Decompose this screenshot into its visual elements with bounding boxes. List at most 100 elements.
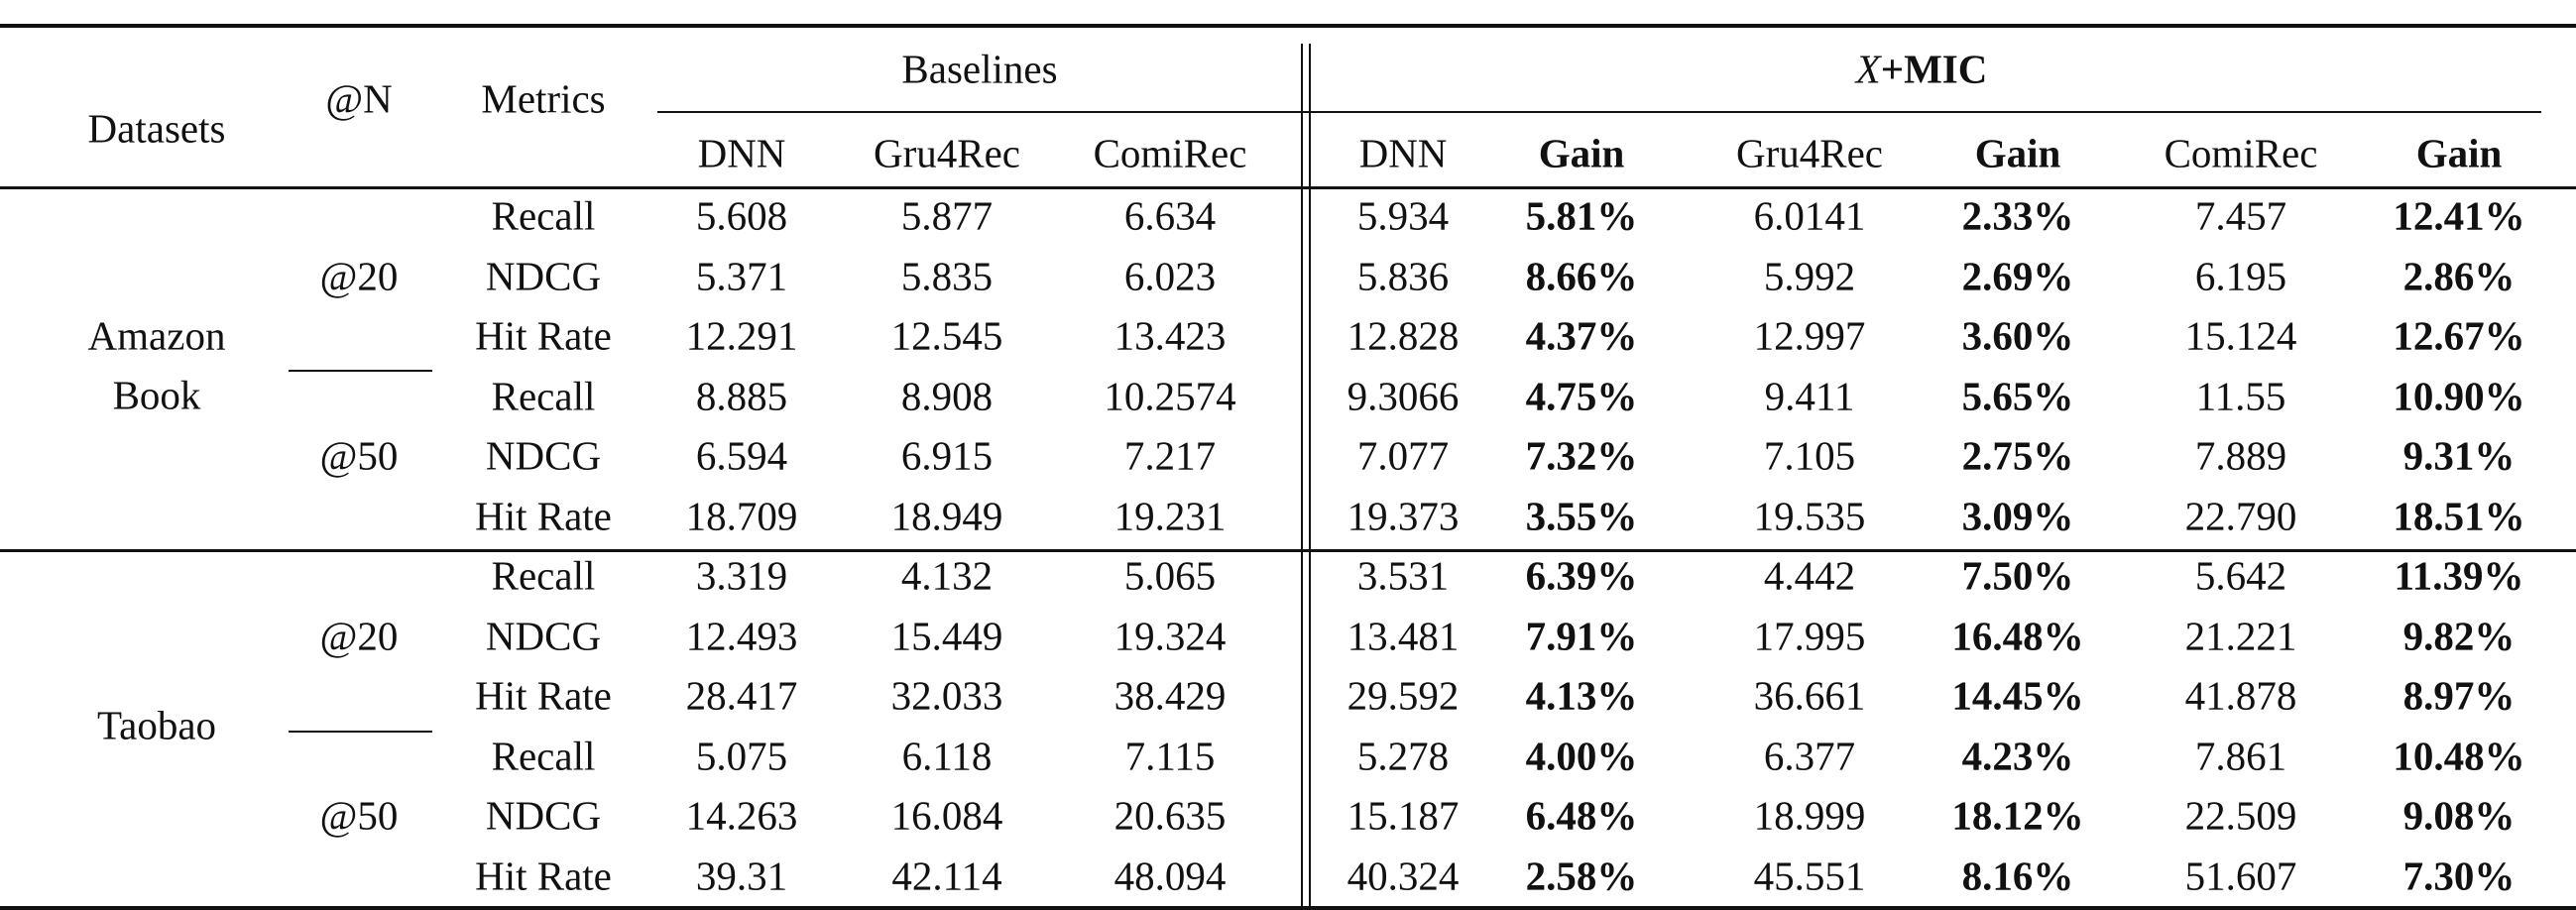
gain-cell: 14.45% [1951,672,2084,719]
value-cell: 14.263 [685,792,798,839]
n-divider-amazon [289,370,432,372]
value-cell: 7.457 [2194,192,2287,239]
value-cell: 40.324 [1347,853,1460,898]
value-cell: 12.493 [685,613,798,658]
gain-cell: 6.39% [1525,552,1638,599]
value-cell: 6.195 [2194,253,2287,298]
gain-cell: 9.82% [2402,613,2516,658]
value-cell: 5.075 [695,733,788,778]
dataset-label: Book [112,372,201,418]
value-cell: 41.878 [2184,672,2297,719]
value-cell: 7.077 [1356,432,1450,479]
gain-cell: 5.81% [1525,192,1638,239]
value-cell: 12.545 [890,312,1003,359]
value-cell: 15.187 [1347,792,1460,839]
at-n-label: @20 [319,253,399,298]
value-cell: 6.915 [900,432,994,479]
value-cell: 6.118 [901,733,993,778]
value-cell: 13.423 [1113,312,1227,359]
dataset-divider-rule [0,549,2576,552]
gain-cell: 8.97% [2402,672,2516,719]
gain-cell: 7.32% [1525,432,1638,479]
value-cell: 39.31 [695,853,788,898]
value-cell: 5.065 [1123,552,1217,599]
gain-cell: 10.90% [2393,373,2525,418]
value-cell: 15.449 [890,613,1003,658]
value-cell: 22.509 [2184,792,2297,839]
gain-cell: 9.31% [2402,432,2516,479]
gain-cell: 2.75% [1961,432,2074,479]
value-cell: 8.885 [695,373,788,418]
value-cell: 7.861 [2194,733,2287,778]
metric-label: Recall [491,192,596,239]
comirec-col-header: ComiRec [2164,130,2318,176]
value-cell: 48.094 [1113,853,1227,898]
dnn-col-header: DNN [1358,130,1448,176]
value-cell: 51.607 [2184,853,2297,898]
value-cell: 6.0141 [1753,192,1866,239]
gain-cell: 2.33% [1961,192,2074,239]
gain-cell: 16.48% [1951,613,2084,658]
value-cell: 9.411 [1764,373,1855,418]
gain-cell: 2.58% [1525,853,1638,898]
gain-cell: 7.30% [2402,853,2516,898]
value-cell: 9.3066 [1347,373,1460,418]
value-cell: 18.949 [890,493,1003,538]
gain-col-header: Gain [2415,130,2503,176]
dnn-col-header: DNN [697,130,786,176]
value-cell: 18.999 [1753,792,1866,839]
group-header-rule [657,111,2541,113]
gain-cell: 3.60% [1961,312,2074,359]
value-cell: 18.709 [685,493,798,538]
value-cell: 19.373 [1347,493,1460,538]
value-cell: 19.324 [1113,613,1227,658]
metric-label: NDCG [485,613,602,658]
value-cell: 32.033 [890,672,1003,719]
gain-cell: 2.69% [1961,253,2074,298]
double-bar-left [1301,44,1303,910]
value-cell: 5.608 [695,192,788,239]
value-cell: 5.278 [1356,733,1450,778]
metric-label: Hit Rate [475,312,612,359]
metric-label: NDCG [485,792,602,839]
value-cell: 5.371 [695,253,788,298]
n-divider-taobao [289,731,432,733]
metric-label: NDCG [485,253,602,298]
value-cell: 7.217 [1123,432,1217,479]
gain-cell: 3.55% [1525,493,1638,538]
gain-cell: 10.48% [2393,733,2525,778]
gain-cell: 7.50% [1961,552,2074,599]
dataset-label: Taobao [96,702,217,748]
xmic-header: X+MIC [1856,49,1988,90]
value-cell: 6.023 [1123,253,1217,298]
value-cell: 17.995 [1753,613,1866,658]
value-cell: 29.592 [1347,672,1460,719]
gru4rec-col-header: Gru4Rec [1735,130,1884,176]
gain-cell: 3.09% [1961,493,2074,538]
value-cell: 6.594 [695,432,788,479]
value-cell: 36.661 [1753,672,1866,719]
dataset-label: Amazon [87,312,226,359]
gain-cell: 6.48% [1525,792,1638,839]
value-cell: 12.997 [1753,312,1866,359]
gain-cell: 12.67% [2393,312,2525,359]
value-cell: 45.551 [1753,853,1866,898]
gain-cell: 8.16% [1961,853,2074,898]
gain-cell: 18.51% [2393,493,2525,538]
at-n-label: @50 [319,432,399,479]
value-cell: 20.635 [1113,792,1227,839]
metric-label: Hit Rate [475,493,612,538]
value-cell: 7.889 [2194,432,2287,479]
value-cell: 10.2574 [1104,373,1236,418]
value-cell: 22.790 [2184,493,2297,538]
metric-label: Recall [491,373,596,418]
value-cell: 3.319 [695,552,788,599]
value-cell: 8.908 [900,373,994,418]
value-cell: 28.417 [685,672,798,719]
value-cell: 6.634 [1123,192,1217,239]
value-cell: 21.221 [2184,613,2297,658]
metric-label: Hit Rate [475,672,612,719]
value-cell: 5.836 [1356,253,1450,298]
top-rule [0,24,2576,28]
